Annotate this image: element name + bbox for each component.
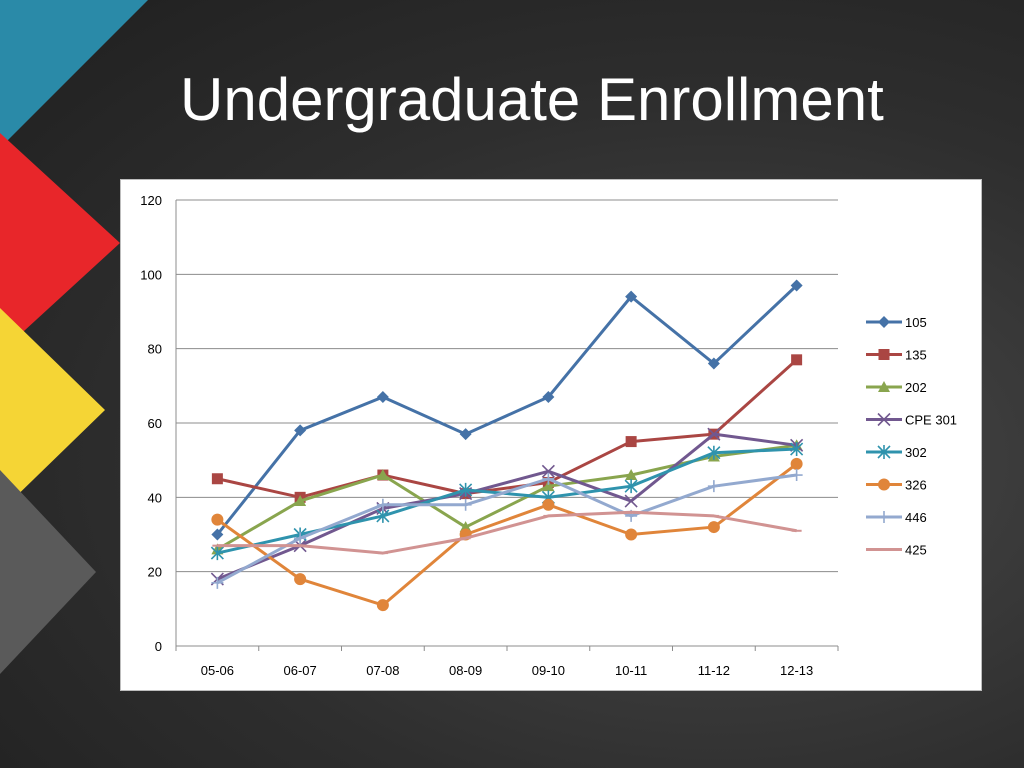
legend-label: 202 — [905, 380, 927, 395]
legend-label: 326 — [905, 478, 927, 493]
data-point — [625, 528, 638, 541]
series-446 — [211, 469, 803, 589]
legend-marker — [877, 412, 891, 427]
x-tick-label: 08-09 — [449, 663, 482, 678]
teal-triangle-shape — [0, 0, 148, 148]
slide-title: Undergraduate Enrollment — [180, 66, 884, 133]
series-line — [217, 358, 798, 499]
series-line — [216, 473, 797, 585]
legend-label: 425 — [905, 543, 927, 558]
series-326 — [211, 457, 803, 612]
legend-marker — [878, 381, 890, 392]
data-point — [624, 479, 638, 494]
x-tick-label: 10-11 — [615, 663, 647, 678]
y-tick-label: 20 — [148, 565, 162, 580]
y-tick-label: 80 — [148, 342, 162, 357]
legend-item: 326 — [866, 478, 927, 493]
legend-label: 302 — [905, 445, 927, 460]
data-point — [459, 428, 472, 441]
data-point — [211, 528, 224, 541]
data-point — [707, 357, 720, 370]
series-line — [216, 462, 798, 607]
data-point — [707, 521, 720, 534]
series-line — [216, 284, 798, 536]
data-point — [625, 469, 638, 481]
legend-label: 135 — [905, 348, 927, 363]
data-point — [459, 498, 472, 511]
legend-label: 105 — [905, 315, 927, 330]
legend-marker — [878, 511, 890, 523]
x-tick-label: 06-07 — [284, 663, 317, 678]
data-point — [376, 390, 389, 403]
data-point — [790, 469, 803, 482]
x-tick-label: 05-06 — [201, 663, 234, 678]
data-point — [376, 498, 389, 511]
line-chart: 0 20 40 60 80 100 120 05-06 06-07 07-08 08-09 09-10… — [140, 193, 957, 678]
data-point — [294, 424, 307, 437]
data-point — [542, 480, 555, 492]
data-point — [210, 546, 224, 561]
data-point — [707, 427, 721, 441]
x-tick-label: 07-08 — [366, 663, 399, 678]
data-point — [211, 473, 223, 485]
legend-marker — [877, 445, 891, 459]
y-tick-label: 40 — [148, 490, 162, 505]
y-tick-label: 120 — [140, 193, 162, 208]
data-point — [624, 494, 638, 508]
legend-item: 302 — [866, 445, 927, 460]
legend-item: 202 — [866, 380, 927, 395]
x-tick-label: 11-12 — [698, 663, 730, 678]
data-point — [790, 279, 803, 292]
y-tick-label: 60 — [148, 416, 162, 431]
legend-item: CPE 301 — [866, 413, 957, 428]
series-105 — [211, 279, 803, 541]
data-point — [541, 464, 555, 478]
legend-item: 105 — [866, 315, 927, 330]
legend-marker — [878, 316, 890, 328]
legend: 105 135 202 CPE 301 302 326 446 425 — [866, 315, 957, 558]
data-point — [294, 532, 307, 545]
legend-label: CPE 301 — [905, 413, 957, 428]
series-line — [216, 432, 797, 581]
data-point — [707, 480, 720, 493]
data-point — [211, 513, 224, 526]
data-point — [542, 472, 555, 485]
legend-item: 446 — [866, 510, 927, 525]
data-point — [376, 469, 389, 481]
decorative-shapes — [0, 0, 148, 674]
data-point — [294, 573, 307, 586]
legend-item: 135 — [866, 348, 927, 363]
data-point — [542, 498, 555, 511]
data-point — [542, 390, 555, 403]
chart-panel: 0 20 40 60 80 100 120 05-06 06-07 07-08 08-09 09-10… — [120, 179, 982, 691]
data-point — [707, 445, 721, 460]
data-point — [790, 442, 804, 457]
legend-item: 425 — [866, 543, 927, 558]
data-point — [376, 599, 389, 612]
x-tick-label: 09-10 — [532, 663, 565, 678]
legend-label: 446 — [905, 510, 927, 525]
series-line — [217, 510, 797, 555]
data-point — [459, 482, 473, 497]
x-tick-label: 12-13 — [780, 663, 813, 678]
series-425 — [212, 510, 802, 555]
y-tick-label: 0 — [155, 639, 162, 654]
legend-marker — [878, 478, 890, 491]
yellow-diamond-shape — [0, 308, 105, 512]
red-diamond-shape — [0, 133, 120, 353]
data-point — [625, 290, 638, 303]
gray-diamond-shape — [0, 470, 96, 674]
legend-marker — [878, 349, 890, 360]
data-point — [790, 457, 803, 470]
data-point — [294, 495, 307, 507]
data-point — [211, 576, 224, 589]
data-point — [625, 436, 637, 448]
data-point — [376, 508, 390, 523]
data-point — [791, 354, 803, 366]
y-tick-label: 100 — [140, 267, 162, 282]
